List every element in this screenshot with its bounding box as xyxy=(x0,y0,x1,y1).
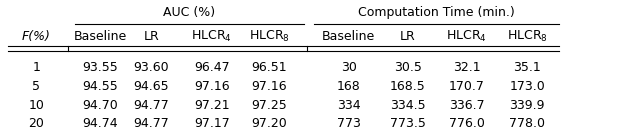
Text: 168.5: 168.5 xyxy=(390,80,426,93)
Text: HLCR$_8$: HLCR$_8$ xyxy=(248,29,289,44)
Text: 336.7: 336.7 xyxy=(449,99,484,112)
Text: 96.47: 96.47 xyxy=(194,61,230,74)
Text: 97.21: 97.21 xyxy=(194,99,230,112)
Text: 93.55: 93.55 xyxy=(83,61,118,74)
Text: 32.1: 32.1 xyxy=(452,61,481,74)
Text: 20: 20 xyxy=(29,117,44,130)
Text: 334: 334 xyxy=(337,99,360,112)
Text: 776.0: 776.0 xyxy=(449,117,484,130)
Text: 97.17: 97.17 xyxy=(194,117,230,130)
Text: 35.1: 35.1 xyxy=(513,61,541,74)
Text: 773: 773 xyxy=(337,117,360,130)
Text: 97.16: 97.16 xyxy=(194,80,230,93)
Text: 94.65: 94.65 xyxy=(133,80,169,93)
Text: 339.9: 339.9 xyxy=(509,99,545,112)
Text: LR: LR xyxy=(400,30,416,43)
Text: Baseline: Baseline xyxy=(322,30,375,43)
Text: HLCR$_4$: HLCR$_4$ xyxy=(191,29,232,44)
Text: 334.5: 334.5 xyxy=(390,99,426,112)
Text: HLCR$_8$: HLCR$_8$ xyxy=(507,29,548,44)
Text: LR: LR xyxy=(143,30,159,43)
Text: 173.0: 173.0 xyxy=(509,80,545,93)
Text: 778.0: 778.0 xyxy=(509,117,545,130)
Text: 5: 5 xyxy=(33,80,40,93)
Text: Computation Time (min.): Computation Time (min.) xyxy=(358,6,515,19)
Text: 94.77: 94.77 xyxy=(133,117,169,130)
Text: HLCR$_4$: HLCR$_4$ xyxy=(446,29,487,44)
Text: 94.77: 94.77 xyxy=(133,99,169,112)
Text: F(%): F(%) xyxy=(22,30,51,43)
Text: 170.7: 170.7 xyxy=(449,80,484,93)
Text: 1: 1 xyxy=(33,61,40,74)
Text: 96.51: 96.51 xyxy=(252,61,287,74)
Text: 93.60: 93.60 xyxy=(133,61,169,74)
Text: 30: 30 xyxy=(340,61,356,74)
Text: 97.20: 97.20 xyxy=(251,117,287,130)
Text: Baseline: Baseline xyxy=(74,30,127,43)
Text: 94.70: 94.70 xyxy=(83,99,118,112)
Text: 773.5: 773.5 xyxy=(390,117,426,130)
Text: 168: 168 xyxy=(337,80,360,93)
Text: 94.74: 94.74 xyxy=(83,117,118,130)
Text: 97.16: 97.16 xyxy=(252,80,287,93)
Text: 10: 10 xyxy=(29,99,44,112)
Text: AUC (%): AUC (%) xyxy=(163,6,216,19)
Text: 94.55: 94.55 xyxy=(83,80,118,93)
Text: 97.25: 97.25 xyxy=(251,99,287,112)
Text: 30.5: 30.5 xyxy=(394,61,422,74)
